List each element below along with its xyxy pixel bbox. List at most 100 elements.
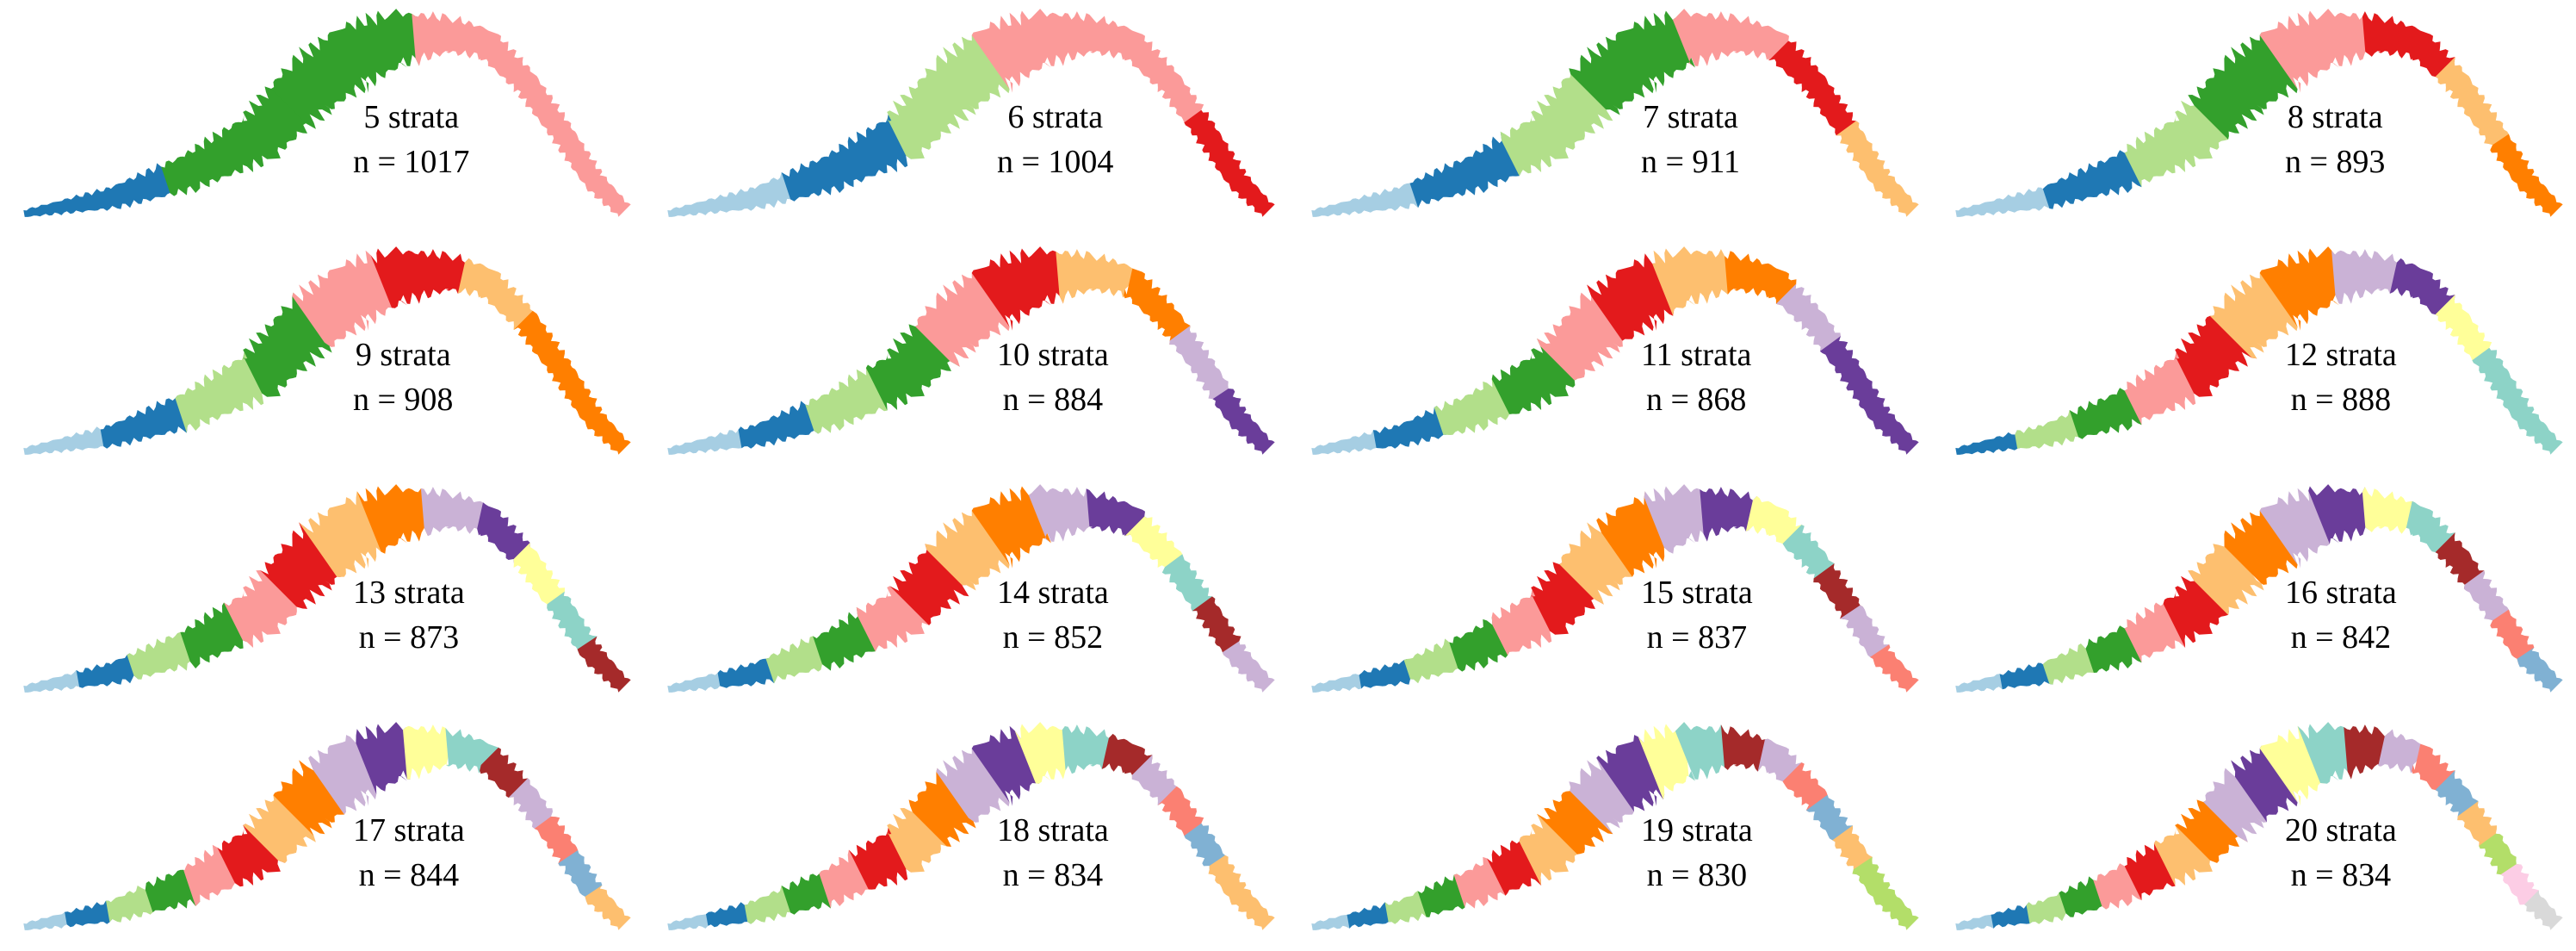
stratum-region	[534, 816, 579, 867]
stratum-region	[813, 606, 877, 671]
strata-count-text: 8 strata	[2287, 99, 2383, 135]
stratum-region	[1491, 338, 1577, 414]
strata-count-text: 7 strata	[1643, 99, 1738, 135]
strata-count-text: 17 strata	[353, 812, 465, 848]
stratum-region	[1775, 283, 1841, 353]
strata-map	[667, 246, 1275, 455]
sample-size-text: n = 911	[1641, 144, 1741, 180]
stratum-region	[308, 735, 377, 815]
strata-label: 19 strata n = 830	[1641, 808, 1753, 898]
stratum-region	[180, 602, 247, 668]
stratum-region	[2124, 95, 2229, 188]
stratum-region	[508, 778, 556, 830]
sample-size-text: n = 1017	[353, 144, 470, 180]
sample-size-text: n = 893	[2285, 144, 2386, 180]
stratum-region	[1725, 251, 1797, 305]
stratum-region	[1559, 519, 1634, 605]
strata-label: 5 strata n = 1017	[353, 95, 469, 184]
sample-size-text: n = 1004	[997, 144, 1114, 180]
strata-map	[1955, 9, 2563, 217]
stratum-region	[1014, 722, 1068, 784]
stratum-region	[243, 792, 316, 863]
stratum-region	[2259, 9, 2369, 93]
stratum-region	[403, 724, 453, 780]
stratum-region	[2331, 249, 2401, 304]
strata-panel: 15 strata n = 837	[1288, 476, 1932, 713]
sample-size-text: n = 834	[1002, 857, 1104, 893]
stratum-region	[1537, 787, 1613, 855]
stratum-region	[76, 653, 139, 688]
stratum-region	[356, 722, 411, 794]
stratum-region	[1230, 888, 1275, 930]
stratum-region	[1672, 9, 1792, 68]
stratum-region	[480, 747, 530, 798]
strata-map	[1955, 246, 2563, 455]
strata-map	[23, 246, 631, 455]
stratum-region	[2457, 801, 2500, 849]
stratum-region	[2188, 534, 2264, 615]
stratum-region	[1449, 617, 1510, 672]
stratum-region	[1720, 724, 1768, 772]
stratum-region	[558, 850, 603, 902]
strata-map	[1311, 9, 1919, 217]
stratum-region	[23, 426, 108, 455]
stratum-region	[2308, 484, 2369, 544]
stratum-region	[1991, 902, 2033, 929]
stratum-region	[1700, 487, 1757, 542]
stratum-region	[1124, 268, 1191, 345]
stratum-region	[1359, 659, 1414, 689]
stratum-region	[1644, 484, 1707, 554]
stratum-region	[100, 395, 188, 449]
stratum-region	[1955, 430, 2021, 455]
stratum-region	[1840, 605, 1891, 659]
stratum-region	[1417, 873, 1466, 917]
strata-panel: 10 strata n = 884	[644, 238, 1288, 476]
strata-label: 12 strata n = 888	[2285, 333, 2397, 422]
stratum-region	[971, 486, 1051, 569]
sample-size-text: n = 873	[358, 619, 460, 656]
stratum-region	[1875, 889, 1919, 930]
stratum-region	[525, 88, 631, 217]
stratum-region	[23, 669, 83, 693]
stratum-region	[1955, 186, 2053, 217]
strata-panel: 12 strata n = 888	[1932, 238, 2576, 476]
strata-count-text: 11 strata	[1641, 337, 1752, 373]
stratum-region	[2015, 410, 2083, 449]
stratum-region	[513, 543, 565, 608]
stratum-region	[1434, 374, 1513, 435]
stratum-region	[2175, 315, 2257, 397]
stratum-region	[1311, 673, 1365, 693]
stratum-region	[2085, 625, 2142, 673]
stratum-region	[971, 9, 1113, 93]
stratum-region	[175, 351, 268, 433]
strata-panel: 20 strata n = 834	[1932, 713, 2576, 951]
stratum-region	[2163, 570, 2229, 648]
stratum-region	[1836, 121, 1919, 217]
stratum-region	[477, 502, 530, 563]
sample-size-text: n = 830	[1646, 857, 1748, 893]
stratum-region	[1805, 794, 1853, 842]
stratum-region	[2362, 11, 2455, 78]
strata-count-text: 16 strata	[2285, 575, 2397, 611]
stratum-region	[781, 114, 912, 202]
strata-panel: 11 strata n = 868	[1288, 238, 1932, 476]
stratum-region	[744, 886, 795, 924]
stratum-region	[2517, 647, 2563, 693]
strata-label: 15 strata n = 837	[1641, 570, 1753, 660]
stratum-region	[2463, 570, 2511, 626]
stratum-region	[1311, 914, 1353, 930]
stratum-region	[1124, 516, 1184, 573]
stratum-region	[1169, 326, 1234, 401]
stratum-region	[1157, 786, 1204, 839]
strata-label: 16 strata n = 842	[2285, 570, 2397, 660]
stratum-region	[23, 911, 71, 930]
strata-label: 17 strata n = 844	[353, 808, 465, 898]
stratum-region	[2435, 295, 2492, 364]
stratum-region	[271, 9, 419, 129]
stratum-region	[145, 869, 201, 913]
strata-label: 8 strata n = 893	[2285, 95, 2385, 184]
strata-label: 11 strata n = 868	[1641, 333, 1751, 422]
sample-size-text: n = 852	[1002, 619, 1104, 656]
stratum-region	[2175, 799, 2248, 863]
